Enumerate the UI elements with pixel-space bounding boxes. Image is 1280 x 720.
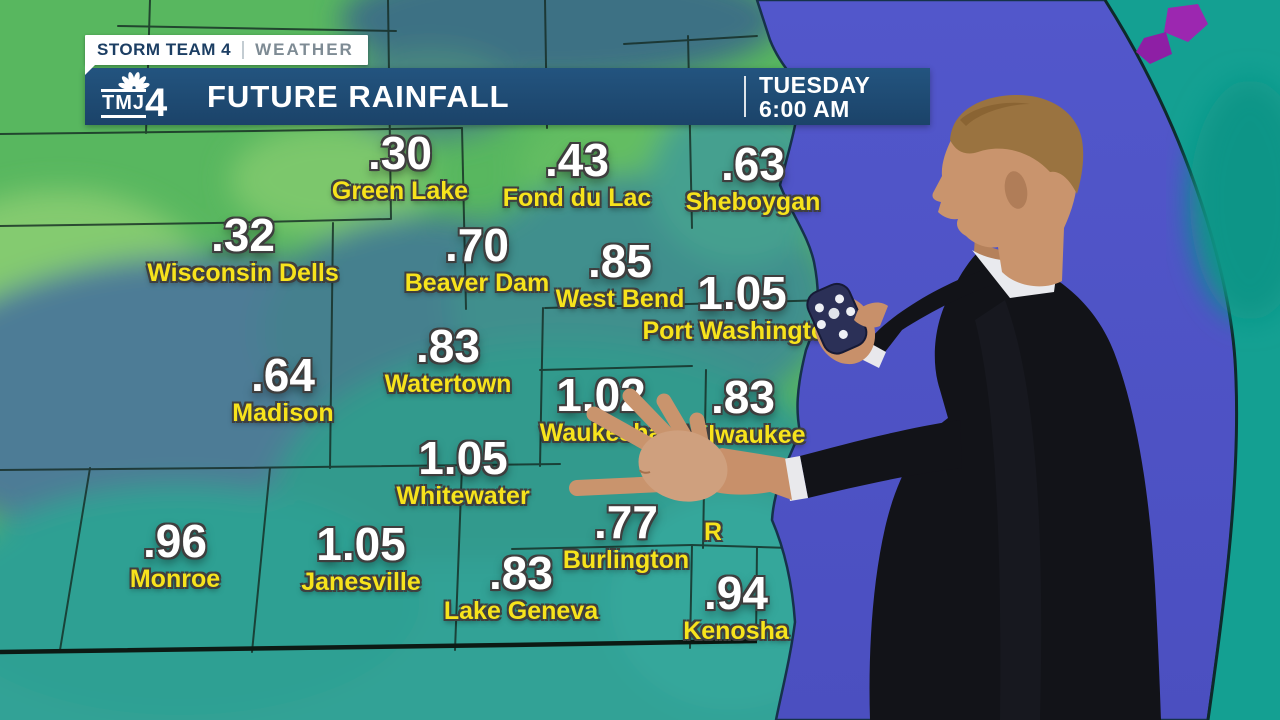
badge-section-label: WEATHER: [255, 40, 354, 59]
radar-shading: [0, 0, 850, 720]
badge-team-label: STORM TEAM 4: [97, 40, 232, 59]
banner-divider: [744, 76, 746, 117]
storm-team-badge: STORM TEAM 4 WEATHER: [85, 35, 368, 75]
forecast-valid-time: TUESDAY 6:00 AM: [759, 73, 870, 121]
logo-tmj-text: TMJ: [101, 89, 146, 118]
tmj4-logo: TMJ 4: [101, 72, 168, 126]
partial-city-label: R: [704, 518, 723, 546]
forecast-hour: 6:00 AM: [759, 96, 850, 123]
state-line: [0, 638, 758, 655]
heavy-rain-blob: [1136, 4, 1208, 64]
presenter-ear: [1004, 171, 1028, 209]
presenter-extended-arm: [800, 420, 962, 498]
presenter-palm: [638, 430, 728, 502]
presenter-hair: [950, 94, 1084, 194]
forecast-day: TUESDAY: [759, 72, 871, 98]
banner-title: FUTURE RAINFALL: [207, 78, 510, 114]
badge-divider: [242, 41, 245, 59]
nbc-peacock-icon: [118, 72, 150, 90]
title-banner: TMJ 4 FUTURE RAINFALL TUESDAY 6:00 AM: [85, 68, 930, 125]
presenter-raised-arm: [868, 266, 1010, 352]
logo-four-text: 4: [145, 81, 168, 126]
remote-clicker: [806, 282, 868, 355]
